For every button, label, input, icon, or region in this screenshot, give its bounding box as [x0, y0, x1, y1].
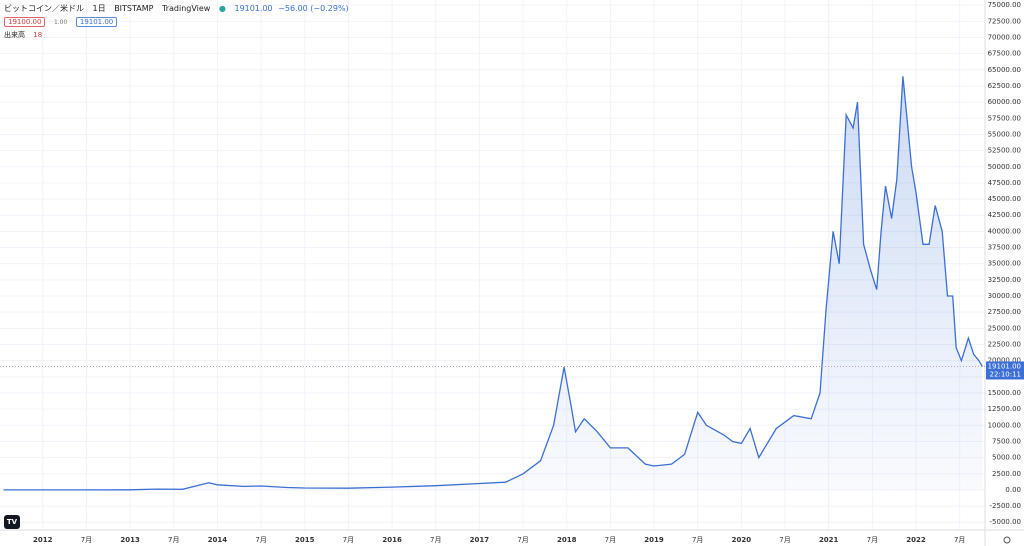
- volume-value: 18: [33, 31, 43, 39]
- x-tick-label: 2014: [208, 536, 228, 544]
- y-tick-label: 32500.00: [988, 276, 1021, 284]
- volume-label: 出来高: [4, 31, 25, 39]
- bid[interactable]: 19100.00: [4, 17, 46, 27]
- y-tick-label: 55000.00: [988, 130, 1021, 138]
- y-tick-label: 40000.00: [988, 227, 1021, 235]
- y-tick-label: 35000.00: [988, 260, 1021, 268]
- x-tick-label: 2017: [470, 536, 490, 544]
- y-tick-label: 12500.00: [988, 405, 1021, 413]
- price-line: [3, 76, 983, 491]
- y-tick-label: 67500.00: [988, 50, 1021, 58]
- y-tick-label: 2500.00: [992, 470, 1021, 478]
- x-tick-label: 2018: [557, 536, 577, 544]
- x-tick-label: 7月: [168, 536, 179, 544]
- y-tick-label: 52500.00: [988, 147, 1021, 155]
- y-tick-label: 72500.00: [988, 17, 1021, 25]
- exchange: BITSTAMP: [114, 4, 154, 13]
- y-tick-label: 25000.00: [988, 324, 1021, 332]
- y-tick-label: 7500.00: [992, 437, 1021, 445]
- y-tick-label: 30000.00: [988, 292, 1021, 300]
- last-price-tag: [986, 361, 1024, 380]
- source: TradingView: [162, 4, 211, 13]
- price-area: [3, 76, 983, 490]
- header: ビットコイン／米ドル 1日 BITSTAMP TradingView ● 191…: [4, 3, 355, 40]
- y-tick-label: 27500.00: [988, 308, 1021, 316]
- x-tick-label: 2016: [382, 536, 402, 544]
- svg-text:TV: TV: [7, 518, 18, 526]
- tradingview-logo: TV: [4, 515, 20, 529]
- y-tick-label: 75000.00: [988, 1, 1021, 9]
- y-tick-label: 0.00: [1005, 486, 1021, 494]
- settings-icon[interactable]: [1003, 536, 1011, 544]
- x-tick-label: 2022: [906, 536, 926, 544]
- y-tick-label: 47500.00: [988, 179, 1021, 187]
- y-tick-label: 57500.00: [988, 114, 1021, 122]
- x-tick-label: 7月: [343, 536, 354, 544]
- x-tick-label: 7月: [605, 536, 616, 544]
- y-tick-label: 5000.00: [992, 454, 1021, 462]
- volume-row: 出来高 18: [4, 30, 355, 40]
- y-tick-label: 20000.00: [988, 357, 1021, 365]
- x-tick-label: 2019: [644, 536, 664, 544]
- change: −56.00 (−0.29%): [278, 4, 349, 13]
- y-tick-label: 65000.00: [988, 66, 1021, 74]
- x-tick-label: 2015: [295, 536, 315, 544]
- y-tick-label: 60000.00: [988, 98, 1021, 106]
- last-price-label: 19101.00: [988, 362, 1021, 370]
- y-tick-label: -5000.00: [990, 518, 1021, 526]
- y-tick-label: 22500.00: [988, 341, 1021, 349]
- y-tick-label: 62500.00: [988, 82, 1021, 90]
- symbol: ビットコイン／米ドル: [4, 4, 84, 13]
- x-tick-label: 7月: [255, 536, 266, 544]
- ask[interactable]: 19101.00: [75, 17, 118, 27]
- x-tick-label: 2013: [120, 536, 140, 544]
- spread: 1.00: [53, 19, 68, 26]
- x-tick-label: 7月: [430, 536, 441, 544]
- x-tick-label: 7月: [517, 536, 528, 544]
- y-tick-label: 45000.00: [988, 195, 1021, 203]
- quote-row: 19100.00 1.00 19101.00: [4, 17, 355, 27]
- x-tick-label: 7月: [779, 536, 790, 544]
- x-tick-label: 7月: [867, 536, 878, 544]
- status-dot: ●: [218, 4, 226, 13]
- interval: 1日: [92, 4, 106, 13]
- x-tick-label: 7月: [692, 536, 703, 544]
- x-tick-label: 2020: [732, 536, 752, 544]
- y-tick-label: 10000.00: [988, 421, 1021, 429]
- x-tick-label: 7月: [81, 536, 92, 544]
- x-tick-label: 2012: [33, 536, 53, 544]
- y-tick-label: 37500.00: [988, 244, 1021, 252]
- y-tick-label: -2500.00: [990, 502, 1021, 510]
- y-tick-label: 50000.00: [988, 163, 1021, 171]
- price: 19101.00: [234, 4, 273, 13]
- countdown: 22:10:11: [990, 370, 1021, 378]
- title-row: ビットコイン／米ドル 1日 BITSTAMP TradingView ● 191…: [4, 3, 355, 14]
- y-tick-label: 42500.00: [988, 211, 1021, 219]
- x-tick-label: 2021: [819, 536, 839, 544]
- x-tick-label: 7月: [954, 536, 965, 544]
- y-tick-label: 15000.00: [988, 389, 1021, 397]
- y-tick-label: 70000.00: [988, 33, 1021, 41]
